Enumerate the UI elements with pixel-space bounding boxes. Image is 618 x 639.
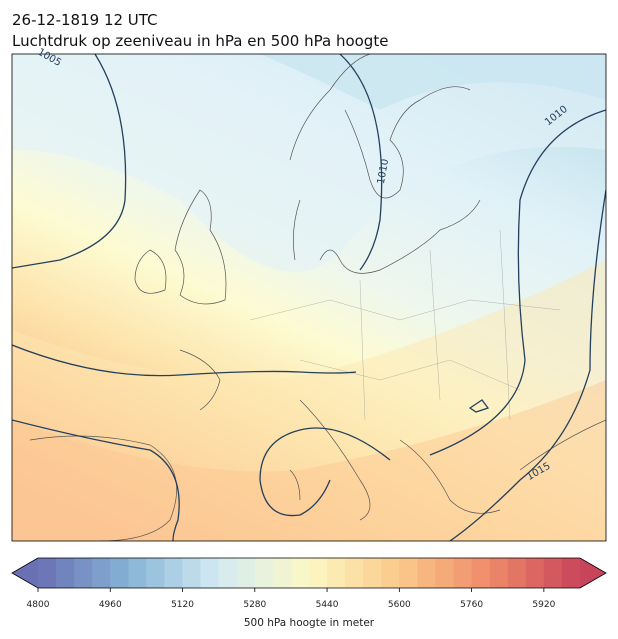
colorbar-level [290,558,310,588]
colorbar-level [327,558,346,588]
colorbar-level [417,558,436,588]
colorbar-tick-label: 5760 [460,600,483,610]
isobar [449,189,606,541]
colorbar-label: 500 hPa hoogte in meter [244,617,375,629]
isobar [12,419,180,541]
colorbar-level [146,558,165,588]
map [12,54,606,541]
colorbar-frame [11,557,607,589]
colorbar-level [399,558,418,588]
colorbar-level [543,558,563,588]
colorbar: 4800 4960 5120 5280 5440 5600 5760 5920 [11,557,607,610]
colorbar-level [128,558,147,588]
colorbar-level [200,558,220,588]
isobar [259,109,606,517]
colorbar-level [254,558,274,588]
colorbar-level [38,558,57,588]
colorbar-level [507,558,527,588]
colorbar-level [164,558,184,588]
colorbar-level [471,558,491,588]
colorbar-level [561,558,581,588]
subtitle: Luchtdruk op zeeniveau in hPa en 500 hPa… [12,32,388,50]
title: 26-12-1819 12 UTC [12,11,158,29]
height-band [12,54,606,272]
colorbar-level [218,558,238,588]
colorbar-extend-max [580,558,606,588]
colorbar-tick-label: 5440 [316,600,339,610]
colorbar-level [453,558,473,588]
isobar [12,344,357,377]
coastline [289,54,481,274]
colorbar-level [309,558,328,588]
colorbar-level [345,558,364,588]
colorbar-level [236,558,256,588]
height-band [12,380,606,541]
contour-label: 1010 [376,158,391,185]
colorbar-level [74,558,93,588]
map-frame [11,53,607,542]
colorbar-level [363,558,382,588]
colorbar-tick-label: 4800 [27,600,50,610]
isobar [12,54,127,269]
colorbar-level [92,558,111,588]
colorbar-level [381,558,400,588]
colorbar-tick-label: 5920 [532,600,555,610]
isobar [339,54,383,271]
colorbar-level [110,558,129,588]
colorbar-level [525,558,545,588]
colorbar-level [56,558,75,588]
colorbar-level [489,558,509,588]
colorbar-level [272,558,292,588]
colorbar-tick-label: 4960 [99,600,122,610]
isobar [468,399,490,413]
height-band [260,54,606,110]
colorbar-extend-min [12,558,38,588]
colorbar-level [435,558,455,588]
coastline [134,189,227,305]
colorbar-tick-label: 5120 [171,600,194,610]
colorbar-level [182,558,202,588]
country-border [249,229,561,421]
colorbar-tick-label: 5280 [243,600,266,610]
coastline [29,349,606,541]
height-band [12,260,606,541]
colorbar-tick-label: 5600 [388,600,411,610]
